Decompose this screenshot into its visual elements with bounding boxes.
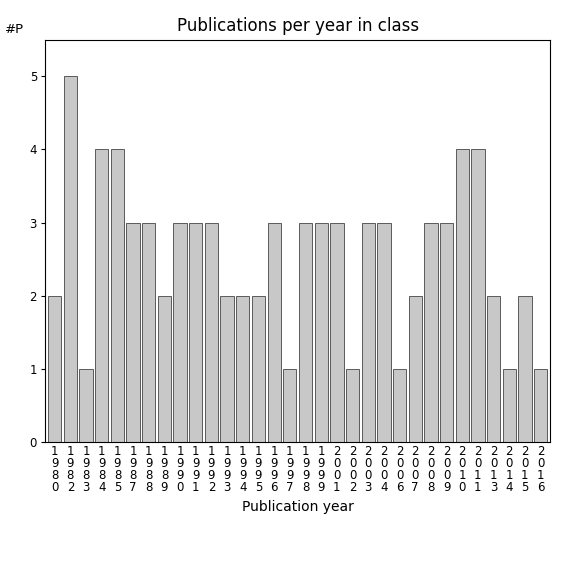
Bar [346,369,359,442]
Bar [158,296,171,442]
Bar [440,223,453,442]
Bar [471,150,485,442]
Bar [455,150,469,442]
Bar [424,223,438,442]
Bar [95,150,108,442]
Bar [409,296,422,442]
Bar [174,223,187,442]
Bar [330,223,344,442]
Bar [534,369,547,442]
Text: #P: #P [5,23,24,36]
X-axis label: Publication year: Publication year [242,500,354,514]
Bar [487,296,500,442]
Bar [393,369,406,442]
Bar [362,223,375,442]
Bar [64,77,77,442]
Bar [299,223,312,442]
Bar [126,223,140,442]
Title: Publications per year in class: Publications per year in class [176,18,419,35]
Bar [377,223,391,442]
Bar [283,369,297,442]
Bar [189,223,202,442]
Bar [315,223,328,442]
Bar [518,296,532,442]
Bar [268,223,281,442]
Bar [205,223,218,442]
Bar [48,296,61,442]
Bar [221,296,234,442]
Bar [236,296,249,442]
Bar [79,369,93,442]
Bar [252,296,265,442]
Bar [111,150,124,442]
Bar [142,223,155,442]
Bar [502,369,516,442]
